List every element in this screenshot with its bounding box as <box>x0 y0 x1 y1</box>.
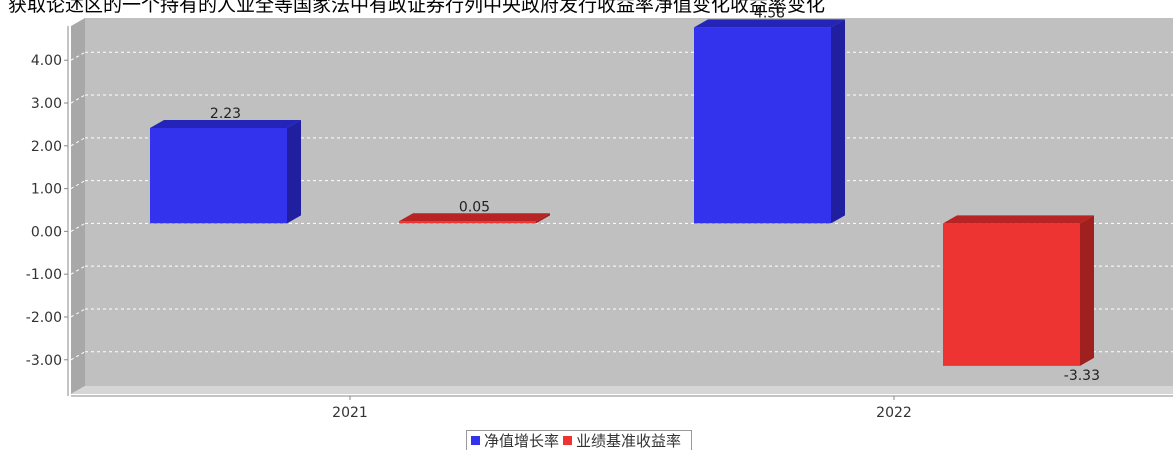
y-tick-label: 4.00 <box>31 53 62 69</box>
bar-top <box>150 119 301 128</box>
bar-side <box>1080 215 1094 366</box>
x-tick-label: 2022 <box>876 405 912 421</box>
y-tick-label: 0.00 <box>31 224 62 240</box>
bar-side <box>287 119 301 224</box>
gridline-depth <box>70 222 86 232</box>
legend-swatch <box>471 436 480 445</box>
bar-side <box>831 19 845 224</box>
chart-title: 获取论述区的一个持有的人业全等国家法中有政证券行列中央政府发行收益率净值变化收益… <box>8 0 826 16</box>
bar-side <box>536 213 550 224</box>
bar-front <box>694 27 831 224</box>
gridline-depth <box>70 265 86 275</box>
legend-item: 净值增长率 <box>471 431 560 450</box>
y-tick-label: 1.00 <box>31 182 62 198</box>
gridline-depth <box>70 180 86 190</box>
data-label: -3.33 <box>1064 368 1100 384</box>
y-tick-label: 2.00 <box>31 139 62 155</box>
bar-top <box>694 19 845 28</box>
bar-2021-1 <box>399 213 550 224</box>
axes: 4.00 3.00 2.00 1.00 0.00 -1.00 -2.00 -3.00 2021 2… <box>26 26 1173 421</box>
gridline-depth <box>70 351 86 361</box>
data-label: 4.58 <box>754 5 785 21</box>
bar-front <box>943 223 1080 366</box>
gridline-depth <box>70 94 86 104</box>
data-labels: 2.23 0.05 4.58 -3.33 <box>210 5 1100 383</box>
bar-top <box>399 213 550 222</box>
bars <box>150 19 1094 366</box>
gridline-depth <box>70 51 86 61</box>
y-tick-label: -1.00 <box>26 267 62 283</box>
legend-label: 净值增长率 <box>484 432 560 450</box>
legend-item: 业绩基准收益率 <box>563 431 682 450</box>
bar-front <box>150 127 287 224</box>
bar-2021-0 <box>150 119 301 224</box>
legend-swatch <box>563 436 573 445</box>
x-tick-label: 2021 <box>332 405 368 421</box>
data-label: 0.05 <box>459 199 490 215</box>
gridline-depth <box>70 308 86 318</box>
bar-chart: 4.00 3.00 2.00 1.00 0.00 -1.00 -2.00 -3.00 2021 2… <box>26 5 1173 421</box>
bar-front <box>399 221 536 224</box>
left-wall <box>71 18 85 394</box>
data-label: 2.23 <box>210 106 241 122</box>
gridline-depth <box>70 137 86 147</box>
bar-top <box>943 215 1094 224</box>
legend: 净值增长率 业绩基准收益率 <box>466 430 693 450</box>
bar-2022-0 <box>694 19 845 224</box>
y-tick-label: -2.00 <box>26 310 62 326</box>
legend-label: 业绩基准收益率 <box>576 432 682 450</box>
y-tick-label: -3.00 <box>26 353 62 369</box>
floor <box>71 386 1173 394</box>
bar-2022-1 <box>943 215 1094 366</box>
y-tick-label: 3.00 <box>31 96 62 112</box>
